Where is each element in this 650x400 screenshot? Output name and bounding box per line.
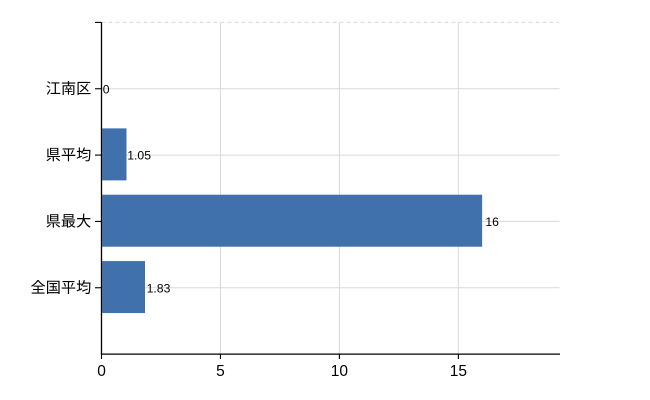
svg-text:5: 5 <box>216 363 225 380</box>
svg-text:1.05: 1.05 <box>127 149 151 163</box>
svg-text:0: 0 <box>97 363 106 380</box>
svg-text:0: 0 <box>103 82 110 96</box>
svg-text:16: 16 <box>485 215 499 229</box>
svg-text:15: 15 <box>450 363 467 380</box>
svg-text:1.83: 1.83 <box>147 281 171 295</box>
svg-text:10: 10 <box>331 363 349 380</box>
